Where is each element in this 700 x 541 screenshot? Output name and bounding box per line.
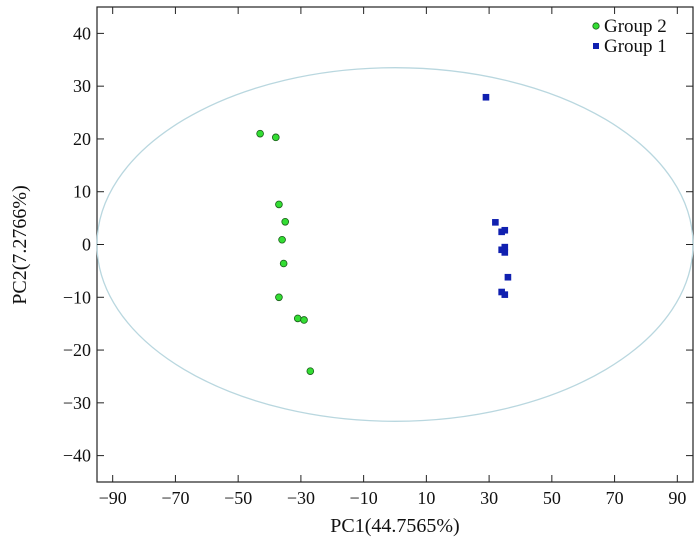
group-1-point [504, 273, 512, 281]
y-tick-label: 0 [82, 235, 91, 255]
x-tick-label: 90 [668, 488, 686, 508]
group-2-point [281, 218, 290, 226]
group-2-point [279, 259, 288, 268]
group-1-point [482, 93, 490, 101]
group-1-point [501, 249, 509, 256]
y-tick-label: 10 [73, 182, 91, 202]
x-tick-label: 50 [543, 488, 561, 508]
x-tick-label: −70 [161, 488, 189, 508]
y-tick-label: −10 [63, 287, 91, 307]
y-axis-title: PC2(7.2766%) [9, 185, 31, 304]
group-1-point [501, 243, 509, 251]
y-tick-label: 20 [73, 129, 91, 149]
group-1-point [492, 219, 499, 226]
legend-marker-group-2 [592, 22, 600, 30]
plot-area [96, 6, 694, 483]
y-tick-label: 30 [73, 76, 91, 96]
group-1-point [501, 226, 509, 234]
x-tick-label: −90 [99, 488, 127, 508]
x-tick-label: 10 [417, 488, 435, 508]
group-2-point [300, 316, 308, 324]
y-tick-label: 40 [73, 23, 91, 43]
group-2-point [306, 367, 315, 375]
x-tick-label: −30 [287, 488, 315, 508]
y-tick-label: −20 [63, 340, 91, 360]
x-axis-title: PC1(44.7565%) [330, 515, 459, 537]
group-2-point [275, 200, 283, 209]
legend-label-group-2: Group 2 [604, 16, 667, 37]
group-2-point [256, 129, 264, 138]
y-tick-label: −40 [63, 446, 91, 466]
x-tick-label: −50 [224, 488, 252, 508]
y-tick-label: −30 [63, 393, 91, 413]
x-tick-label: −10 [350, 488, 378, 508]
group-2-point [293, 314, 302, 323]
legend-label-group-1: Group 1 [604, 36, 667, 57]
x-tick-label: 70 [606, 488, 624, 508]
x-tick-label: 30 [480, 488, 498, 508]
group-2-point [271, 133, 280, 142]
group-2-point [275, 293, 283, 302]
legend-marker-group-1 [593, 43, 599, 49]
group-1-point [501, 291, 509, 298]
group-2-point [278, 235, 286, 244]
